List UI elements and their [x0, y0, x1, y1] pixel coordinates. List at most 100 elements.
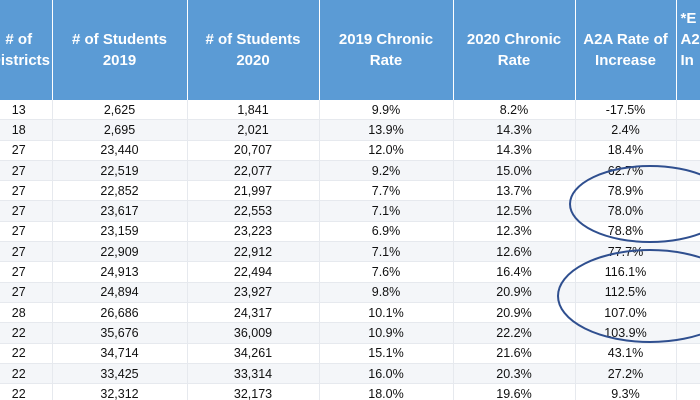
- districts-cell: 18: [0, 119, 53, 141]
- table-row: 27 24,913 22,494 7.6% 16.4% 116.1%: [0, 261, 700, 283]
- header-truncated: *E A2 In: [676, 0, 700, 100]
- table-row: 22 35,676 36,009 10.9% 22.2% 103.9%: [0, 322, 700, 344]
- truncated-cell: [676, 343, 700, 364]
- table-row: 27 23,159 23,223 6.9% 12.3% 78.8%: [0, 221, 700, 243]
- chronic-2019-cell: 9.8%: [319, 282, 454, 303]
- chronic-2019-cell: 15.1%: [319, 343, 454, 364]
- a2a-increase-cell: 62.7%: [575, 160, 677, 182]
- districts-cell: 22: [0, 322, 53, 344]
- students-2019-cell: 23,617: [52, 200, 188, 222]
- districts-cell: 22: [0, 363, 53, 385]
- table-row: 13 2,625 1,841 9.9% 8.2% -17.5%: [0, 100, 700, 121]
- truncated-cell: [676, 383, 700, 400]
- truncated-cell: [676, 221, 700, 243]
- table-row: 27 23,617 22,553 7.1% 12.5% 78.0%: [0, 200, 700, 222]
- districts-cell: 27: [0, 261, 53, 283]
- students-2020-cell: 33,314: [187, 363, 320, 385]
- chronic-2019-cell: 9.9%: [319, 100, 454, 121]
- students-2020-cell: 36,009: [187, 322, 320, 344]
- students-2019-cell: 24,894: [52, 282, 188, 303]
- students-2019-cell: 2,625: [52, 100, 188, 121]
- students-2020-cell: 2,021: [187, 119, 320, 141]
- chronic-2020-cell: 21.6%: [453, 343, 576, 364]
- truncated-cell: [676, 302, 700, 324]
- chronic-2020-cell: 12.5%: [453, 200, 576, 222]
- students-2020-cell: 24,317: [187, 302, 320, 324]
- districts-cell: 13: [0, 100, 53, 121]
- chronic-2019-cell: 18.0%: [319, 383, 454, 400]
- header-row: # of Districts # of Students 2019 # of S…: [0, 0, 700, 100]
- chronic-2020-cell: 20.9%: [453, 282, 576, 303]
- districts-cell: 27: [0, 160, 53, 182]
- chronic-2019-cell: 13.9%: [319, 119, 454, 141]
- header-students-2020: # of Students 2020: [187, 0, 320, 100]
- truncated-cell: [676, 282, 700, 303]
- districts-cell: 28: [0, 302, 53, 324]
- students-2019-cell: 2,695: [52, 119, 188, 141]
- truncated-cell: [676, 200, 700, 222]
- districts-cell: 22: [0, 383, 53, 400]
- districts-cell: 27: [0, 140, 53, 161]
- students-2020-cell: 22,553: [187, 200, 320, 222]
- chronic-2020-cell: 14.3%: [453, 140, 576, 161]
- students-2020-cell: 20,707: [187, 140, 320, 161]
- students-2019-cell: 33,425: [52, 363, 188, 385]
- students-2020-cell: 1,841: [187, 100, 320, 121]
- header-chronic-2020: 2020 Chronic Rate: [453, 0, 576, 100]
- students-2020-cell: 21,997: [187, 180, 320, 202]
- chronic-2020-cell: 19.6%: [453, 383, 576, 400]
- chronic-2019-cell: 7.1%: [319, 241, 454, 263]
- table-body: 13 2,625 1,841 9.9% 8.2% -17.5% 18 2,695 2,021 13…: [0, 100, 700, 400]
- truncated-cell: [676, 322, 700, 344]
- table-row: 22 32,312 32,173 18.0% 19.6% 9.3%: [0, 383, 700, 400]
- districts-cell: 27: [0, 200, 53, 222]
- chronic-2020-cell: 13.7%: [453, 180, 576, 202]
- a2a-increase-cell: 78.9%: [575, 180, 677, 202]
- a2a-increase-cell: 18.4%: [575, 140, 677, 161]
- a2a-increase-cell: 9.3%: [575, 383, 677, 400]
- table-row: 27 23,440 20,707 12.0% 14.3% 18.4%: [0, 140, 700, 161]
- chronic-2019-cell: 7.7%: [319, 180, 454, 202]
- students-2019-cell: 24,913: [52, 261, 188, 283]
- chronic-2020-cell: 12.6%: [453, 241, 576, 263]
- students-2020-cell: 22,912: [187, 241, 320, 263]
- chronic-2020-cell: 22.2%: [453, 322, 576, 344]
- header-chronic-2019: 2019 Chronic Rate: [319, 0, 454, 100]
- a2a-increase-cell: -17.5%: [575, 100, 677, 121]
- header-a2a-increase: A2A Rate of Increase: [575, 0, 677, 100]
- a2a-increase-cell: 77.7%: [575, 241, 677, 263]
- students-2020-cell: 34,261: [187, 343, 320, 364]
- a2a-increase-cell: 112.5%: [575, 282, 677, 303]
- districts-cell: 27: [0, 221, 53, 243]
- a2a-increase-cell: 116.1%: [575, 261, 677, 283]
- table-row: 27 22,909 22,912 7.1% 12.6% 77.7%: [0, 241, 700, 263]
- truncated-cell: [676, 140, 700, 161]
- chronic-2020-cell: 20.9%: [453, 302, 576, 324]
- chronic-2019-cell: 12.0%: [319, 140, 454, 161]
- table-row: 18 2,695 2,021 13.9% 14.3% 2.4%: [0, 119, 700, 141]
- students-2019-cell: 22,852: [52, 180, 188, 202]
- students-2020-cell: 23,927: [187, 282, 320, 303]
- table-row: 22 34,714 34,261 15.1% 21.6% 43.1%: [0, 343, 700, 364]
- chronic-2019-cell: 10.9%: [319, 322, 454, 344]
- header-students-2019: # of Students 2019: [52, 0, 188, 100]
- table-row: 27 22,519 22,077 9.2% 15.0% 62.7%: [0, 160, 700, 182]
- a2a-increase-cell: 27.2%: [575, 363, 677, 385]
- districts-cell: 27: [0, 241, 53, 263]
- a2a-increase-cell: 43.1%: [575, 343, 677, 364]
- table-row: 22 33,425 33,314 16.0% 20.3% 27.2%: [0, 363, 700, 385]
- students-2019-cell: 23,440: [52, 140, 188, 161]
- students-2020-cell: 22,077: [187, 160, 320, 182]
- students-2020-cell: 23,223: [187, 221, 320, 243]
- districts-cell: 22: [0, 343, 53, 364]
- chronic-2020-cell: 14.3%: [453, 119, 576, 141]
- students-2019-cell: 22,909: [52, 241, 188, 263]
- truncated-cell: [676, 241, 700, 263]
- students-2019-cell: 32,312: [52, 383, 188, 400]
- students-2020-cell: 22,494: [187, 261, 320, 283]
- truncated-cell: [676, 180, 700, 202]
- chronic-2019-cell: 16.0%: [319, 363, 454, 385]
- districts-cell: 27: [0, 282, 53, 303]
- districts-cell: 27: [0, 180, 53, 202]
